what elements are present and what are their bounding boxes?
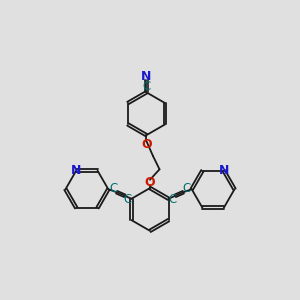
- Text: O: O: [145, 176, 155, 189]
- Text: N: N: [71, 164, 81, 177]
- Text: C: C: [142, 80, 151, 93]
- Text: C: C: [168, 194, 176, 206]
- Text: C: C: [110, 182, 118, 195]
- Text: C: C: [182, 182, 190, 195]
- Text: O: O: [141, 138, 152, 151]
- Text: C: C: [124, 194, 132, 206]
- Text: N: N: [141, 70, 152, 83]
- Text: N: N: [219, 164, 229, 177]
